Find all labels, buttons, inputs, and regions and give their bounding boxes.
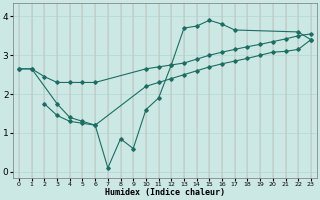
X-axis label: Humidex (Indice chaleur): Humidex (Indice chaleur)	[105, 188, 225, 197]
